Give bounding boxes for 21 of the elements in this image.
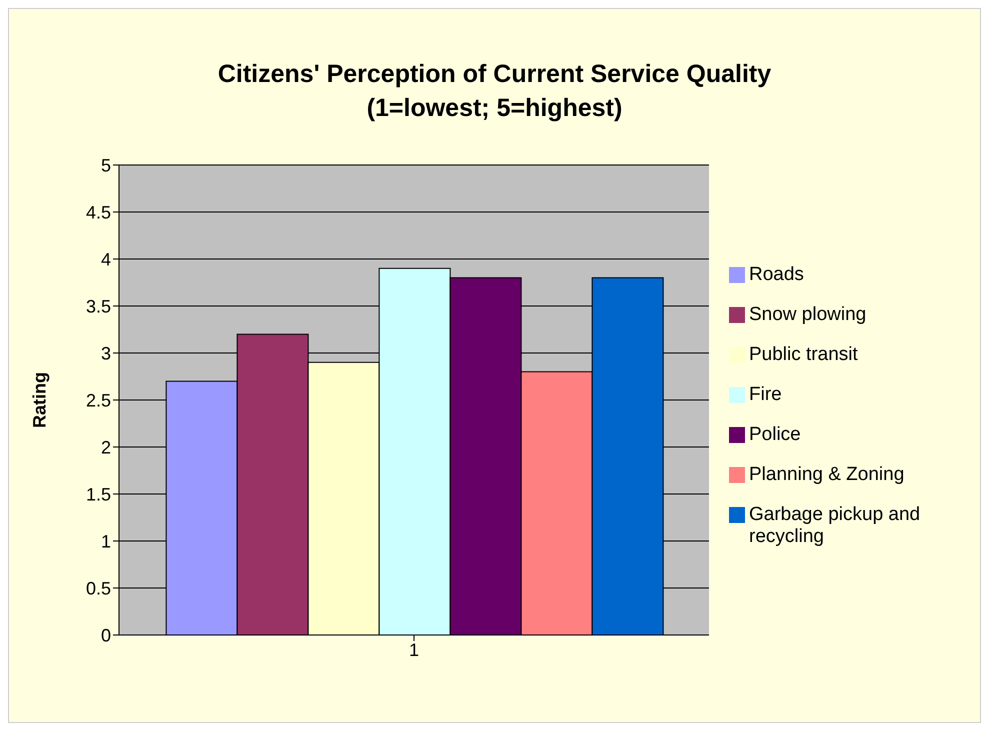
legend-label: Snow plowing — [749, 304, 868, 326]
legend-label: Fire — [749, 384, 783, 406]
legend-label: Police — [749, 424, 802, 446]
y-tick-label: 2.5 — [86, 390, 111, 410]
y-tick-label: 4.5 — [86, 202, 111, 222]
y-tick-label: 3.5 — [86, 296, 111, 316]
y-tick-label: 0 — [100, 625, 111, 646]
y-axis-title: Rating — [29, 372, 50, 428]
legend-label: Garbage pickup and recycling — [749, 504, 922, 548]
chart-title: Citizens' Perception of Current Service Quality — [216, 59, 772, 90]
y-tick-label: 1 — [100, 531, 111, 552]
y-tick-label: 1.5 — [86, 484, 111, 504]
y-tick-label: 5 — [100, 155, 111, 176]
chart-subtitle: (1=lowest; 5=highest) — [366, 93, 624, 124]
y-tick-label: 3 — [100, 343, 111, 364]
legend-label: Roads — [749, 264, 805, 286]
y-tick-label: 2 — [100, 437, 111, 458]
y-tick-label: 4 — [100, 249, 111, 270]
legend-label: Public transit — [749, 344, 859, 366]
legend-label: Planning & Zoning — [749, 464, 906, 486]
y-tick-label: 0.5 — [86, 578, 111, 598]
